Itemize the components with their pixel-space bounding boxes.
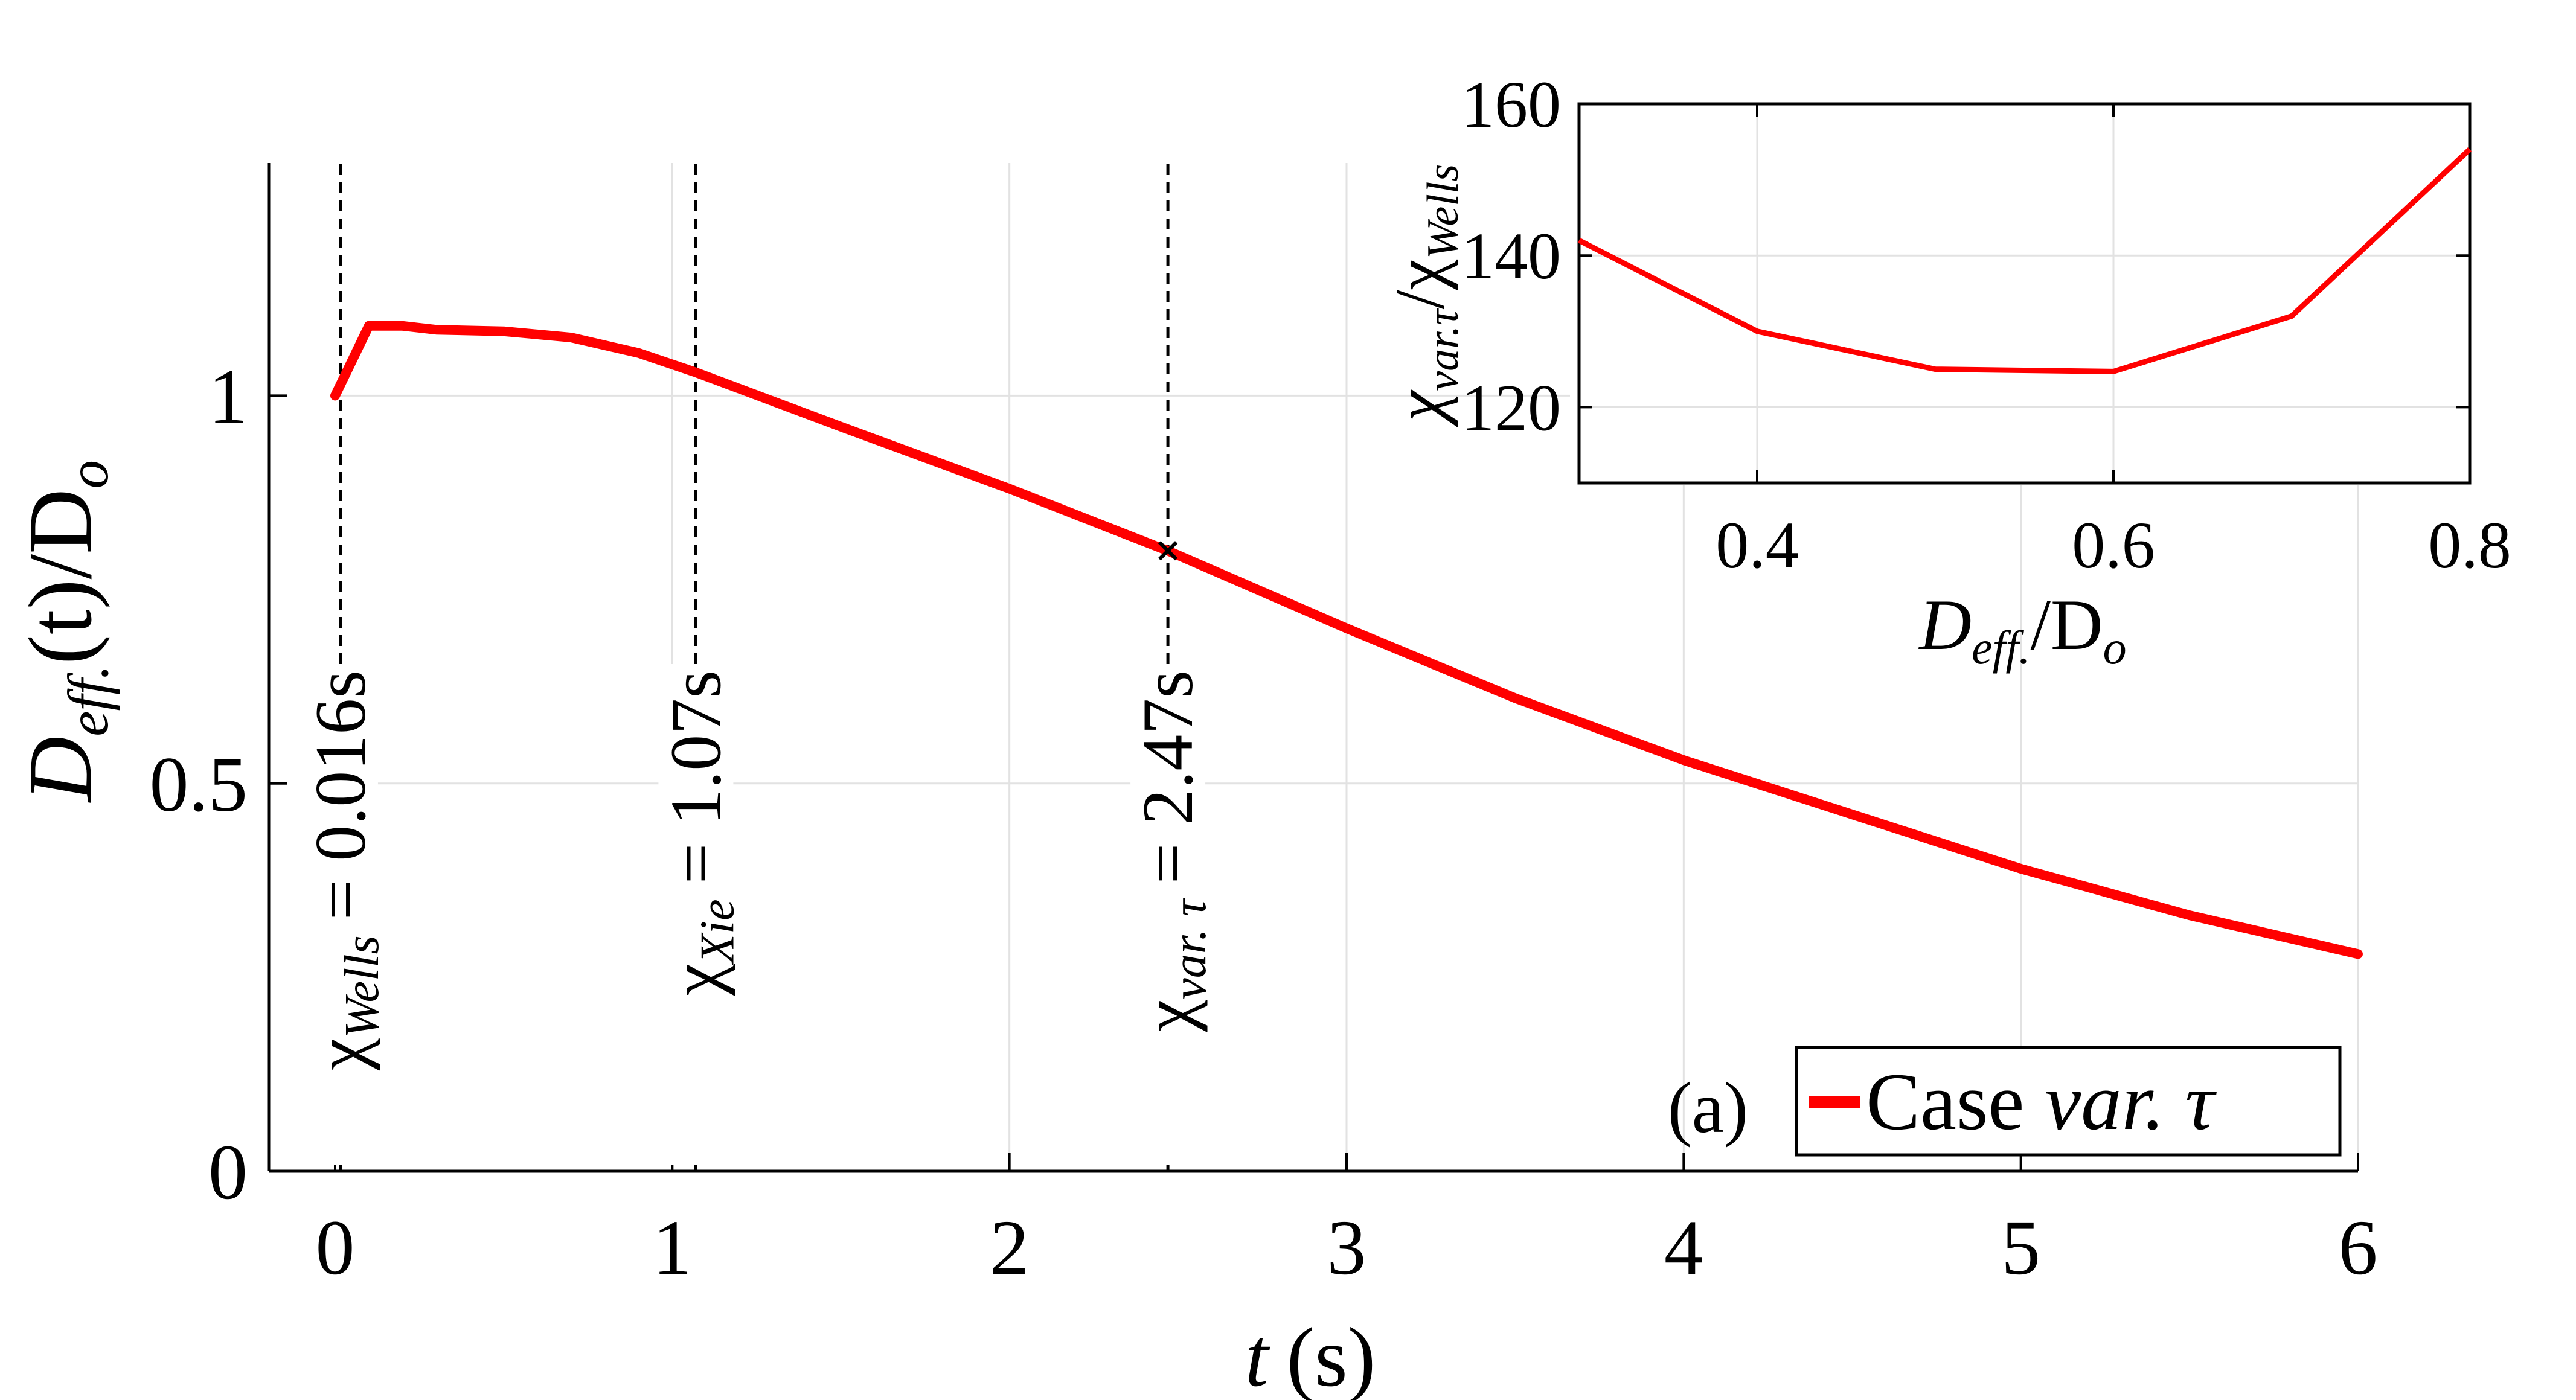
inset-xlabel-rest: /D — [2031, 584, 2103, 665]
inset-xtick-label-2: 0.8 — [2428, 508, 2511, 582]
main-vline-label-bg-0 — [303, 664, 378, 1165]
main-xtick-label-4: 4 — [1664, 1204, 1703, 1291]
inset-ylabel-sub2: Wells — [1418, 164, 1468, 260]
main-vline-sym-2: χ — [1127, 1000, 1208, 1032]
inset-plot: 0.4 0.6 0.8 120 140 160 Deff./Do χvar.τ/χWell… — [1382, 68, 2511, 674]
main-vline-value-0: = 0.016s — [300, 670, 380, 920]
legend: (a) Case var. τ — [1668, 1046, 2342, 1157]
main-series-line-0 — [330, 321, 2363, 959]
inset-ylabel-sym: χ — [1382, 389, 1458, 427]
main-vline-label-1: χXie = 1.07s — [655, 664, 744, 1165]
main-xtick-label-3: 3 — [1327, 1204, 1366, 1291]
main-axes — [267, 163, 2358, 1173]
main-xlabel: t (s) — [1245, 1311, 1376, 1400]
inset-xtick-label-0: 0.4 — [1716, 508, 1799, 582]
inset-background — [1570, 103, 2473, 485]
main-ticks: 0 1 2 3 4 5 6 0 0.5 1 — [150, 353, 2378, 1291]
main-vline-sub-0: Wells — [336, 935, 389, 1038]
main-vline-sym-1: χ — [655, 964, 735, 996]
legend-text-italic: var. τ — [2045, 1057, 2217, 1147]
legend-box — [1795, 1046, 2342, 1157]
inset-ylabel: χvar.τ/χWells — [1382, 164, 1468, 428]
inset-ytick-label-1: 140 — [1461, 219, 1561, 293]
legend-text: Case var. τ — [1866, 1057, 2217, 1147]
main-xlabel-unit: (s) — [1287, 1311, 1376, 1400]
inset-xtick-label-1: 0.6 — [2072, 508, 2155, 582]
inset-ytick-label-0: 120 — [1461, 371, 1561, 444]
inset-series — [1577, 147, 2472, 374]
main-vline-label-text-1: χXie = 1.07s — [655, 670, 744, 996]
main-xtick-label-2: 2 — [990, 1204, 1029, 1291]
main-marker-stroke-b — [1158, 541, 1178, 561]
inset-ytick-label-2: 160 — [1461, 68, 1561, 141]
panel-label: (a) — [1668, 1067, 1748, 1148]
main-ytick-label-2: 1 — [208, 353, 248, 440]
main-vline-sub-1: Xie — [691, 899, 744, 965]
main-xtick-label-0: 0 — [316, 1204, 355, 1291]
main-ylabel-rest: (t)/D — [10, 488, 111, 665]
main-vline-value-1: = 1.07s — [655, 670, 735, 884]
main-vline-value-2: = 2.47s — [1127, 670, 1208, 884]
inset-ylabel-mid: /χ — [1382, 259, 1458, 309]
main-xlabel-var: t — [1245, 1311, 1270, 1400]
main-ylabel-sub: eff. — [56, 665, 120, 737]
inset-ticks: 0.4 0.6 0.8 120 140 160 — [1461, 68, 2511, 582]
main-ylabel-sub2: o — [56, 460, 120, 489]
main-ylabel-base: D — [10, 737, 111, 803]
main-ytick-label-1: 0.5 — [150, 741, 248, 828]
main-marker — [1158, 541, 1178, 561]
main-vline-label-2: χvar. τ = 2.47s — [1127, 664, 1216, 1165]
main-ylabel: Deff.(t)/Do — [10, 460, 120, 803]
main-series — [330, 321, 2363, 959]
main-vline-label-text-2: χvar. τ = 2.47s — [1127, 670, 1216, 1032]
inset-axes-box — [1577, 102, 2472, 485]
main-vline-label-text-0: χWells = 0.016s — [300, 670, 389, 1071]
main-vline-label-0: χWells = 0.016s — [300, 664, 389, 1165]
inset-ylabel-sub: var.τ — [1418, 308, 1468, 391]
inset-xlabel-base: D — [1918, 584, 1972, 665]
main-vline-sub-2: var. τ — [1163, 897, 1216, 1000]
inset-axes — [1577, 102, 2472, 485]
inset-xlabel-sub: eff. — [1972, 621, 2030, 674]
main-xtick-label-6: 6 — [2339, 1204, 2378, 1291]
legend-text-prefix: Case — [1866, 1057, 2045, 1147]
inset-xlabel: Deff./Do — [1918, 584, 2126, 674]
main-vline-label-bg-2 — [1130, 664, 1206, 1165]
main-vline-label-bg-1 — [658, 664, 734, 1165]
main-xtick-label-1: 1 — [653, 1204, 692, 1291]
inset-xlabel-sub2: o — [2103, 621, 2127, 674]
main-xtick-label-5: 5 — [2001, 1204, 2040, 1291]
main-vline-sym-0: χ — [300, 1038, 380, 1071]
main-ytick-label-0: 0 — [208, 1129, 248, 1216]
inset-series-line-0 — [1577, 147, 2472, 374]
